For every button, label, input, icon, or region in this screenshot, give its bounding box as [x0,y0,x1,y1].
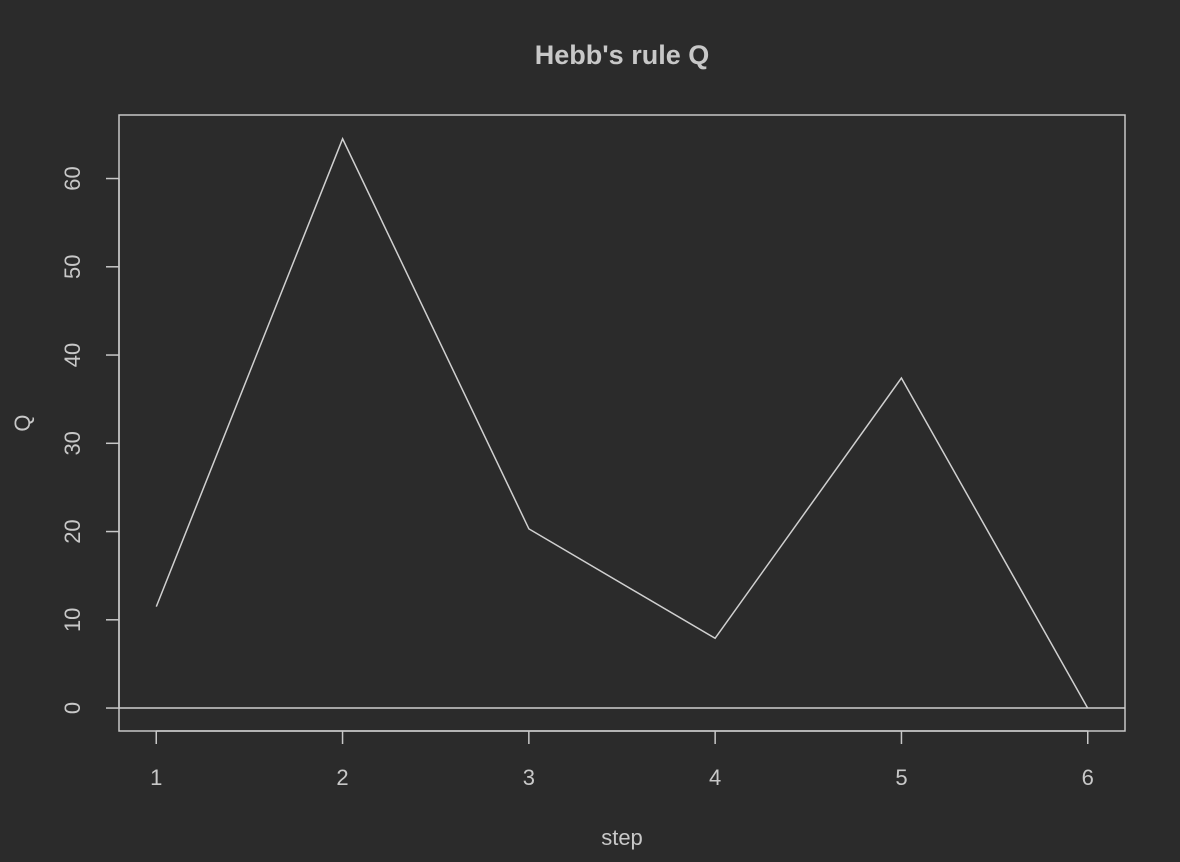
y-axis-title: Q [10,414,35,431]
plot-frame [118,114,1126,732]
chart-title: Hebb's rule Q [535,40,709,70]
x-tick-label: 6 [1082,765,1094,790]
y-tick-label: 0 [60,702,85,714]
x-axis: 1 2 3 4 5 6 [150,730,1094,790]
y-tick-label: 30 [60,431,85,455]
x-axis-title: step [601,825,643,850]
x-tick-label: 2 [336,765,348,790]
x-tick-label: 3 [523,765,535,790]
x-tick-label: 5 [895,765,907,790]
y-tick-label: 20 [60,519,85,543]
y-tick-label: 10 [60,608,85,632]
series-line [155,136,1089,709]
x-tick-label: 4 [709,765,721,790]
series-q [155,136,1089,709]
y-tick-label: 40 [60,343,85,367]
x-tick-label: 1 [150,765,162,790]
y-axis: 0 10 20 30 40 50 60 [60,166,120,714]
y-tick-label: 60 [60,166,85,190]
y-tick-label: 50 [60,255,85,279]
